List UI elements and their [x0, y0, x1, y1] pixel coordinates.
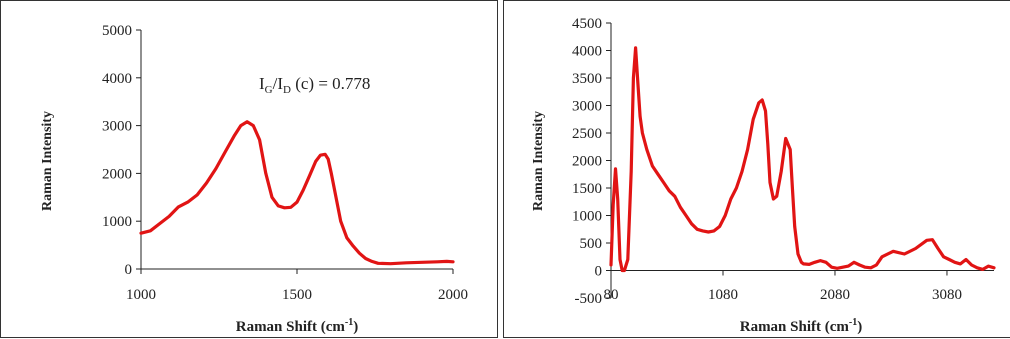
y-tick-label: 5000: [102, 23, 132, 39]
chart-panel-right: -500 0 500 1000 1500 2000 2500 3000 3500 4000 4500…: [503, 0, 1010, 338]
x-tick-label: 1500: [282, 287, 312, 303]
y-tick-label: 4500: [572, 16, 602, 32]
y-tick-label: 4000: [102, 71, 132, 87]
y-axis-title: Raman Intensity: [531, 111, 546, 211]
x-tick-label: 2000: [438, 287, 468, 303]
y-axis-title: Raman Intensity: [40, 111, 55, 211]
x-axis-title: Raman Shift (cm-1): [236, 317, 359, 335]
y-tick-label: 1000: [572, 209, 602, 225]
y-tick-label: 3500: [572, 71, 602, 87]
y-tick-label: 1500: [572, 181, 602, 197]
x-tick-label: 1080: [708, 287, 738, 303]
x-tick-label: 80: [604, 287, 619, 303]
chart-panel-left: 0 1000 2000 3000 4000 5000 1000 1500 2000 Raman S…: [0, 0, 498, 338]
y-tick-label: 3000: [572, 99, 602, 115]
y-tick-label: 2500: [572, 126, 602, 142]
y-tick-label: 2000: [102, 166, 132, 182]
y-tick-label: 4000: [572, 44, 602, 60]
y-tick-label: -500: [575, 291, 603, 307]
y-tick-label: 1000: [102, 214, 132, 230]
y-tick-label: 3000: [102, 119, 132, 135]
x-tick-label: 3080: [932, 287, 962, 303]
raman-chart-right: -500 0 500 1000 1500 2000 2500 3000 3500 4000 4500…: [531, 16, 996, 335]
series-line-0: [609, 46, 996, 273]
x-tick-label: 2080: [820, 287, 850, 303]
series-line-0: [139, 120, 455, 266]
x-tick-label: 1000: [126, 287, 156, 303]
y-tick-label: 0: [125, 262, 133, 278]
panel-divider: [498, 0, 503, 338]
ratio-annotation: IG/ID (c) = 0.778: [259, 74, 370, 96]
y-tick-label: 500: [580, 236, 603, 252]
x-axis-title: Raman Shift (cm-1): [740, 317, 863, 335]
raman-chart-left: 0 1000 2000 3000 4000 5000 1000 1500 2000 Raman S…: [40, 23, 468, 335]
y-tick-label: 2000: [572, 154, 602, 170]
y-tick-label: 0: [595, 264, 603, 280]
